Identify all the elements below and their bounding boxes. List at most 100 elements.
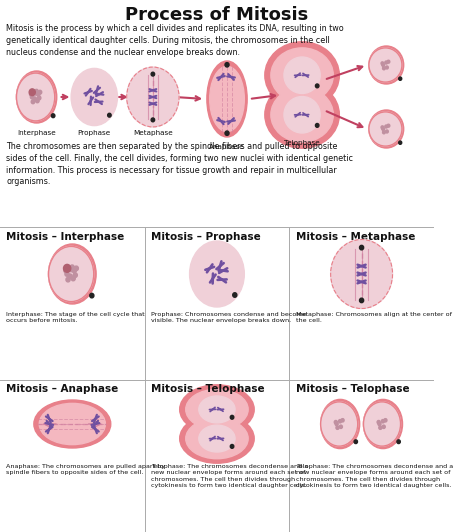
Circle shape [64,264,71,272]
Circle shape [354,440,357,444]
Ellipse shape [364,402,401,446]
Text: Telophase: The chromosomes decondense and a
new nuclear envelope forms around ea: Telophase: The chromosomes decondense an… [151,464,308,488]
Text: Mitosis – Prophase: Mitosis – Prophase [151,232,261,242]
Ellipse shape [199,425,235,452]
Circle shape [383,67,385,70]
Ellipse shape [369,46,404,84]
Ellipse shape [284,57,320,94]
Ellipse shape [193,244,241,304]
Text: Process of Mitosis: Process of Mitosis [125,6,309,24]
Circle shape [381,126,384,129]
Circle shape [74,266,78,271]
Ellipse shape [369,112,402,146]
Text: Telophase: Telophase [284,140,320,146]
Text: Mitosis – Metaphase: Mitosis – Metaphase [296,232,415,242]
Circle shape [65,272,69,276]
Ellipse shape [271,48,333,103]
Circle shape [377,420,380,424]
Circle shape [315,123,319,127]
Ellipse shape [284,96,320,133]
Circle shape [68,274,72,279]
Ellipse shape [180,385,254,434]
Ellipse shape [77,74,111,119]
Circle shape [359,298,364,303]
Ellipse shape [341,248,382,300]
Ellipse shape [34,400,111,448]
Ellipse shape [19,74,54,119]
Ellipse shape [133,71,173,123]
Circle shape [338,420,342,423]
Ellipse shape [338,244,385,304]
Circle shape [381,62,384,65]
Circle shape [31,100,35,104]
Ellipse shape [48,244,96,304]
Circle shape [385,130,388,133]
Ellipse shape [186,389,248,430]
Ellipse shape [197,248,237,300]
Ellipse shape [127,67,179,127]
Circle shape [384,419,387,422]
Text: The chromosomes are then separated by the spindle fibers and pulled to opposite
: The chromosomes are then separated by th… [7,142,354,186]
Ellipse shape [371,48,401,81]
Circle shape [385,66,388,69]
Text: Metaphase: Metaphase [133,130,173,136]
Circle shape [73,273,77,277]
Circle shape [382,420,384,423]
Text: Interphase: Interphase [17,130,56,136]
Text: Anaphase: The chromosomes are pulled apart by
spindle fibers to opposite sides o: Anaphase: The chromosomes are pulled apa… [7,464,165,476]
Text: Interphase: The stage of the cell cycle that
occurs before mitosis.: Interphase: The stage of the cell cycle … [7,312,145,323]
Ellipse shape [199,396,235,423]
Circle shape [51,114,55,118]
Circle shape [335,422,338,426]
Circle shape [108,113,111,117]
Circle shape [399,77,402,80]
Ellipse shape [210,66,244,132]
Circle shape [225,131,229,136]
Circle shape [38,90,42,94]
Text: Metaphase: Chromosomes align at the center of
the cell.: Metaphase: Chromosomes align at the cent… [296,312,452,323]
Text: Mitosis – Anaphase: Mitosis – Anaphase [7,384,118,394]
Text: Anaphase: Anaphase [209,144,245,150]
Circle shape [230,415,234,419]
Ellipse shape [369,48,402,82]
Circle shape [29,89,35,96]
Ellipse shape [186,418,248,459]
Text: Prophase: Chromosomes condense and become
visible. The nuclear envelope breaks d: Prophase: Chromosomes condense and becom… [151,312,307,323]
Text: Mitosis – Telophase: Mitosis – Telophase [151,384,264,394]
Circle shape [30,95,34,99]
Circle shape [397,440,401,444]
Circle shape [382,425,385,428]
Text: Mitosis is the process by which a cell divides and replicates its DNA, resulting: Mitosis is the process by which a cell d… [7,24,344,56]
Circle shape [64,268,68,273]
Circle shape [387,60,390,63]
Ellipse shape [17,71,57,123]
Ellipse shape [323,403,357,445]
Text: Mitosis – Telophase: Mitosis – Telophase [296,384,410,394]
Circle shape [233,293,237,297]
Circle shape [225,63,229,67]
Ellipse shape [207,61,247,137]
Ellipse shape [136,74,170,119]
Circle shape [385,61,388,64]
Circle shape [66,277,70,282]
Ellipse shape [71,69,118,126]
Circle shape [315,84,319,88]
Ellipse shape [39,403,105,445]
Circle shape [382,128,384,130]
Circle shape [378,422,381,426]
Ellipse shape [371,113,401,145]
Text: Telophase: The chromosomes decondense and a
new nuclear envelope forms around ea: Telophase: The chromosomes decondense an… [296,464,453,488]
Circle shape [151,72,155,76]
Circle shape [90,293,94,298]
Ellipse shape [271,87,333,142]
Circle shape [151,118,155,122]
Circle shape [387,124,390,127]
Circle shape [399,141,402,144]
Circle shape [382,63,384,66]
Circle shape [385,125,388,128]
Circle shape [339,425,342,428]
Ellipse shape [180,414,254,463]
Text: Mitosis – Interphase: Mitosis – Interphase [7,232,125,242]
Circle shape [69,267,73,272]
Ellipse shape [320,400,360,448]
